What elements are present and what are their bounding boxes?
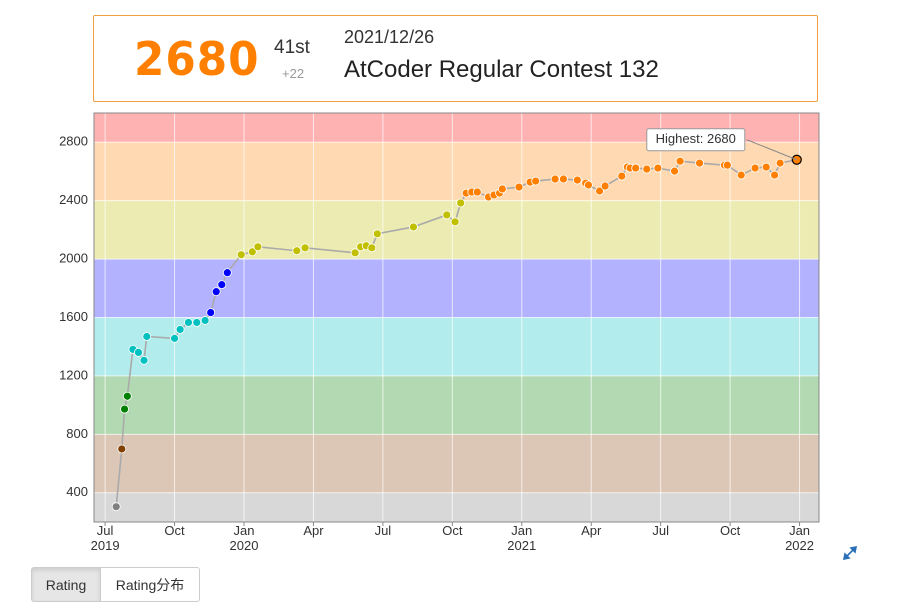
x-tick-label: Apr <box>581 523 602 538</box>
rating-point[interactable] <box>670 166 679 176</box>
rating-point[interactable] <box>111 502 121 512</box>
y-tick-label: 800 <box>66 426 88 441</box>
rating-point[interactable] <box>675 156 685 166</box>
rating-point[interactable] <box>142 332 152 341</box>
rating-band <box>94 492 819 522</box>
contest-name[interactable]: AtCoder Regular Contest 132 <box>344 56 659 83</box>
y-tick-label: 1200 <box>59 367 88 382</box>
rating-diff: +22 <box>282 66 305 81</box>
rating-band <box>94 317 819 376</box>
rating-point[interactable] <box>456 198 466 208</box>
annotation-box <box>646 128 746 152</box>
rating-point[interactable] <box>770 170 779 180</box>
x-tick-label: Jul <box>374 523 392 538</box>
rating-point[interactable] <box>372 229 382 239</box>
x-tick-label: Jan 2020 <box>229 523 259 553</box>
rating-point[interactable] <box>350 248 360 258</box>
rating-point[interactable] <box>300 243 310 253</box>
rating-point[interactable] <box>253 242 263 252</box>
contest-date: 2021/12/26 <box>344 27 435 47</box>
rating-point[interactable] <box>550 174 560 184</box>
rating-band <box>94 142 819 201</box>
rating-band <box>94 259 819 318</box>
rating-point[interactable] <box>200 316 210 325</box>
x-tick-label: Oct <box>164 523 185 538</box>
rating-point[interactable] <box>217 280 227 290</box>
contest-header: 2680 41st +22 2021/12/26 AtCoder Regular… <box>93 15 818 102</box>
rating-point[interactable] <box>122 391 132 401</box>
x-tick-label: Jan 2022 <box>785 523 814 553</box>
rating-point[interactable] <box>497 184 507 194</box>
rating-point[interactable] <box>595 186 604 196</box>
rating-point[interactable] <box>750 163 760 173</box>
rating-point[interactable] <box>775 158 785 168</box>
rating-point[interactable] <box>442 210 452 220</box>
rating-point[interactable] <box>514 182 524 192</box>
rating: 2680 <box>134 32 260 86</box>
x-tick-label: Apr <box>303 523 324 538</box>
rating-point[interactable] <box>736 170 746 180</box>
rating-point[interactable] <box>631 163 641 173</box>
rating-point[interactable] <box>184 318 193 327</box>
rating-point[interactable] <box>642 164 652 174</box>
annotation-leader <box>746 139 797 161</box>
x-tick-label: Jul <box>652 523 669 538</box>
y-tick-label: 2000 <box>59 251 88 266</box>
rating-point[interactable] <box>192 318 202 327</box>
rating-point[interactable] <box>572 175 582 185</box>
rating-point[interactable] <box>206 308 216 317</box>
rating-point[interactable] <box>211 287 221 297</box>
rating-point[interactable] <box>761 162 771 172</box>
rating-band <box>94 200 819 260</box>
x-tick-label: Jan 2021 <box>507 523 537 553</box>
rating-band <box>94 375 819 435</box>
rank: 41st <box>274 37 310 58</box>
rating-point[interactable] <box>722 160 732 170</box>
x-tick-label: Oct <box>442 523 463 538</box>
rating-point[interactable] <box>617 171 627 181</box>
rating-point[interactable] <box>120 404 129 414</box>
rating-point[interactable] <box>134 348 143 357</box>
rating-point[interactable] <box>139 355 149 365</box>
rating-point[interactable] <box>531 176 541 186</box>
x-tick-label: Oct <box>719 523 741 538</box>
rating-point[interactable] <box>292 246 302 256</box>
rating-point[interactable] <box>175 325 185 334</box>
rating-point[interactable] <box>653 163 663 173</box>
y-tick-label: 2800 <box>59 134 88 149</box>
rating-point[interactable] <box>584 180 593 190</box>
rating-point[interactable] <box>559 174 568 184</box>
rating-band <box>94 434 819 493</box>
rating-point[interactable] <box>695 158 704 168</box>
y-tick-label: 2400 <box>59 192 88 207</box>
rating-point[interactable] <box>247 247 257 257</box>
y-tick-label: 1600 <box>59 309 88 324</box>
rating-point[interactable] <box>170 333 179 343</box>
y-tick-label: 400 <box>66 484 88 499</box>
rating-point[interactable] <box>409 222 418 232</box>
expand-icon[interactable] <box>842 545 858 561</box>
tab-distribution[interactable]: Rating分布 <box>100 567 200 602</box>
rating-point[interactable] <box>367 243 377 253</box>
plot-border <box>93 112 820 523</box>
x-tick-label: Jul 2019 <box>90 523 120 553</box>
rating-point[interactable] <box>222 268 232 278</box>
rating-point[interactable] <box>117 444 127 454</box>
annotation: Highest: 2680 <box>656 131 736 146</box>
rating-point[interactable] <box>600 181 610 191</box>
tab-rating[interactable]: Rating <box>31 567 101 602</box>
rating-point[interactable] <box>472 187 482 197</box>
rating-point[interactable] <box>450 217 460 227</box>
rating-point[interactable] <box>236 250 246 260</box>
